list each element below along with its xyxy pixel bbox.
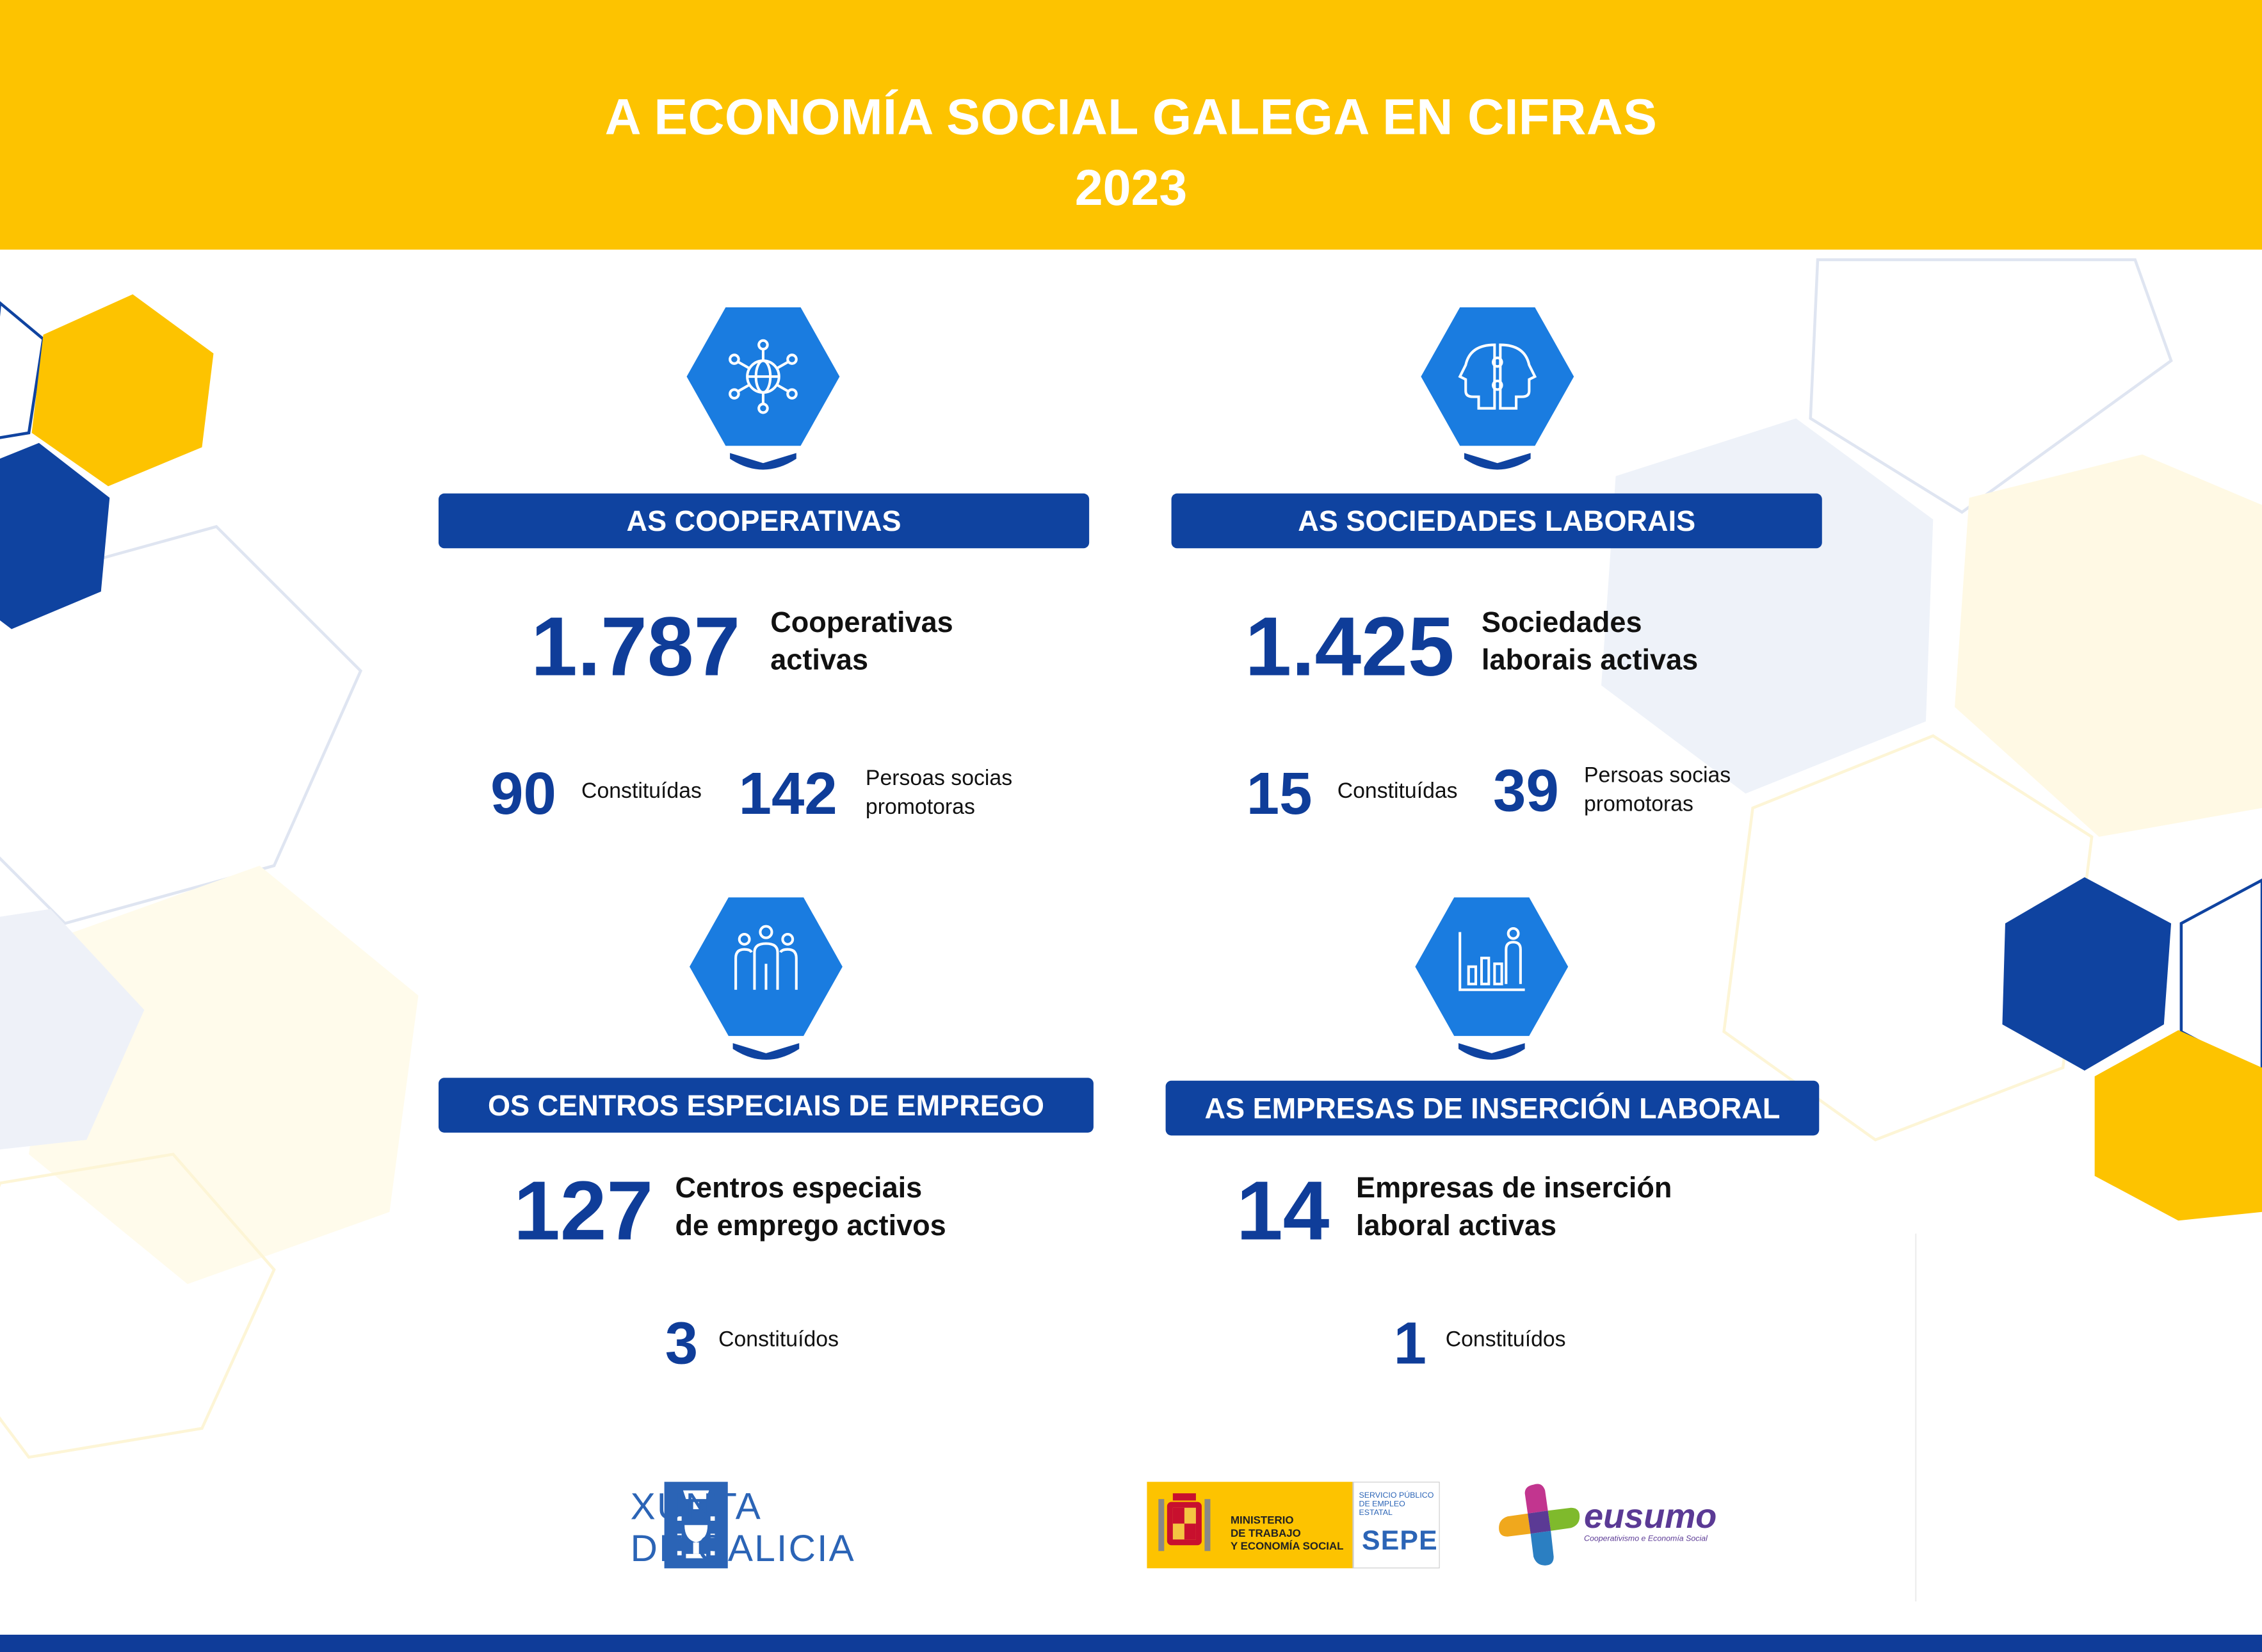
centros-label-line2: de emprego activos (675, 1210, 946, 1243)
two-heads-puzzle-icon (1421, 307, 1574, 470)
empresas-label: Empresas de inserción laboral activas (1356, 1170, 1672, 1245)
empresas-label-line2: laboral activas (1356, 1210, 1557, 1243)
cooperativas-label-line2: activas (770, 645, 869, 677)
ministerio-sepe-logo (1147, 1482, 1440, 1569)
cooperativas-persoas-label: Persoas socias promotoras (866, 765, 1012, 822)
sociedades-persoas-line1: Persoas socias (1584, 763, 1731, 788)
cooperativas-persoas-value: 142 (738, 760, 837, 827)
centros-label: Centros especiais de emprego activos (675, 1170, 946, 1245)
cooperativas-persoas-line2: promotoras (865, 795, 975, 820)
header-banner: A ECONOMÍA SOCIAL GALEGA EN CIFRAS 2023 (0, 0, 2262, 250)
cooperativas-constituidas-value: 90 (490, 760, 556, 827)
xunta-line2: DE GALICIA (630, 1526, 856, 1570)
sociedades-constituidas-label: Constituídas (1337, 779, 1458, 804)
xunta-wordmark: XUNTA DE GALICIA (631, 1486, 855, 1570)
network-globe-icon (686, 307, 840, 470)
cooperativas-total: 1.787 (531, 600, 741, 694)
sepe-subtitle-line1: SERVICIO PÚBLICO (1359, 1491, 1434, 1501)
ministerio-line1: MINISTERIO (1230, 1513, 1294, 1526)
page-title: A ECONOMÍA SOCIAL GALEGA EN CIFRAS (604, 89, 1658, 146)
cooperativas-heading: AS COOPERATIVAS (438, 493, 1090, 549)
cooperativas-label: Cooperativas activas (770, 604, 953, 679)
spain-coat-of-arms-icon (1158, 1493, 1211, 1551)
centros-label-line1: Centros especiais (675, 1172, 923, 1205)
xunta-line1: XUNTA (630, 1484, 763, 1528)
eusumo-star-logo (1499, 1484, 1580, 1566)
sepe-wordmark: SEPE (1362, 1526, 1438, 1557)
empresas-constituidos-label: Constituídos (1445, 1327, 1566, 1352)
group-of-people-icon (690, 897, 843, 1060)
page-year: 2023 (1074, 160, 1188, 216)
sociedades-persoas-label: Persoas socias promotoras (1584, 762, 1731, 820)
xunta-shield-logo (664, 1482, 728, 1569)
ministerio-wordmark: MINISTERIO DE TRABAJO Y ECONOMÍA SOCIAL (1231, 1514, 1344, 1553)
sociedades-heading: AS SOCIEDADES LABORAIS (1171, 493, 1822, 549)
empresas-label-line1: Empresas de inserción (1356, 1172, 1672, 1205)
empresas-heading: AS EMPRESAS DE INSERCIÓN LABORAL (1165, 1080, 1820, 1136)
centros-total: 127 (513, 1164, 654, 1258)
empresas-constituidos-value: 1 (1393, 1309, 1426, 1377)
eusumo-wordmark: eusumo (1584, 1497, 1717, 1537)
sociedades-label-line2: laborais activas (1482, 645, 1699, 677)
sociedades-persoas-value: 39 (1493, 757, 1559, 824)
footer-bar (0, 1634, 2262, 1652)
cooperativas-label-line1: Cooperativas (770, 607, 953, 640)
empresas-total: 14 (1236, 1164, 1330, 1258)
centros-constituidos-value: 3 (665, 1309, 699, 1377)
sociedades-persoas-line2: promotoras (1584, 792, 1693, 817)
sociedades-label: Sociedades laborais activas (1482, 604, 1698, 679)
sepe-subtitle-line2: DE EMPLEO ESTATAL (1359, 1500, 1405, 1518)
ministerio-line3: Y ECONOMÍA SOCIAL (1230, 1539, 1344, 1553)
sociedades-constituidas-value: 15 (1246, 760, 1313, 827)
sepe-subtitle: SERVICIO PÚBLICO DE EMPLEO ESTATAL (1359, 1492, 1434, 1518)
person-bar-chart-icon (1415, 897, 1569, 1060)
ministerio-line2: DE TRABAJO (1230, 1526, 1301, 1540)
cooperativas-persoas-line1: Persoas socias (865, 766, 1013, 791)
eusumo-tagline: Cooperativismo e Economía Social (1584, 1535, 1708, 1544)
centros-constituidos-label: Constituídos (718, 1327, 839, 1352)
centros-heading: OS CENTROS ESPECIAIS DE EMPREGO (438, 1078, 1094, 1133)
cooperativas-constituidas-label: Constituídas (581, 779, 702, 804)
sociedades-label-line1: Sociedades (1482, 607, 1642, 640)
sociedades-total: 1.425 (1245, 600, 1455, 694)
